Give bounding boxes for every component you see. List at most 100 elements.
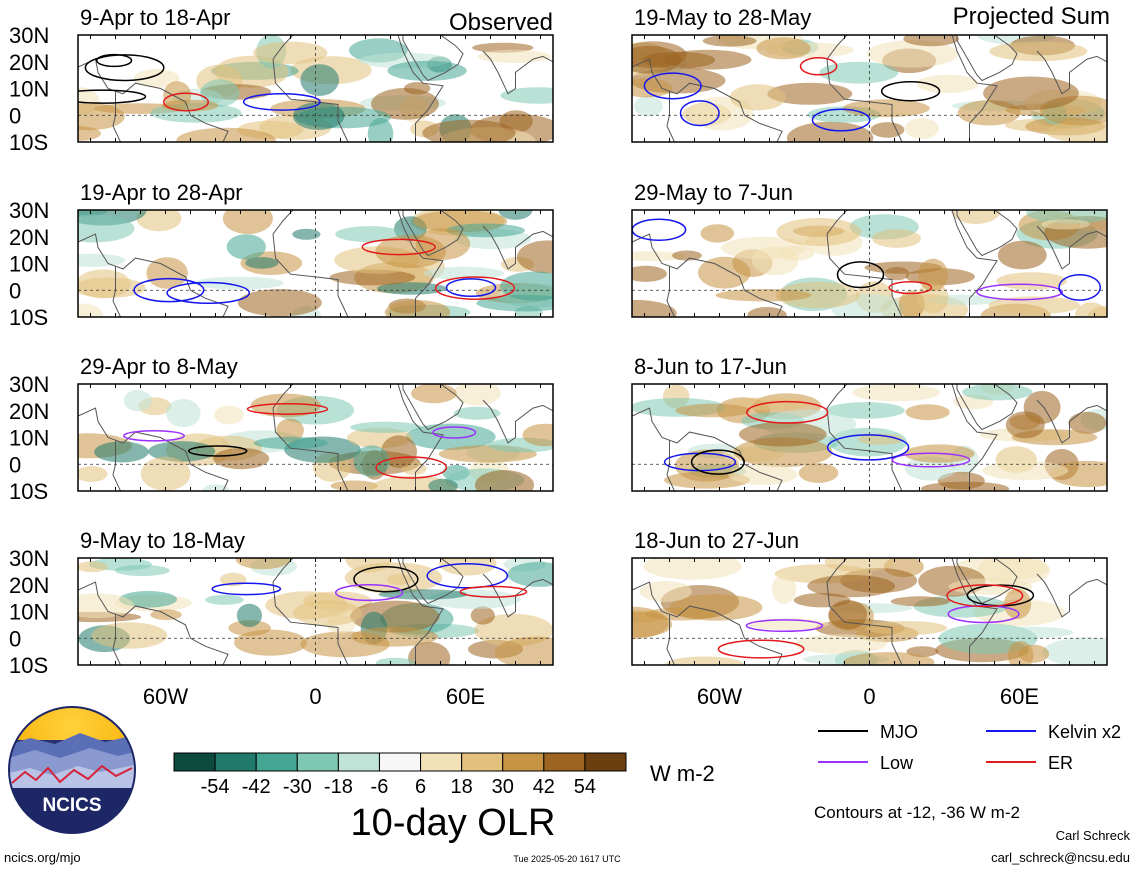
olr-anomaly-patch [982,460,1069,481]
latitude-tick-label: 10N [9,252,49,277]
olr-anomaly-patch [843,652,935,665]
wave-contour [123,429,185,442]
olr-anomaly-patch [702,35,757,47]
olr-anomaly-patch [632,45,681,74]
legend-label: ER [1048,753,1073,773]
legend-label: Low [880,753,914,773]
colorbar-tick-label: -42 [242,776,271,798]
longitude-tick-label: 60E [446,684,485,709]
coastline [1036,384,1107,444]
olr-anomaly-patch [728,464,798,485]
olr-anomaly-patch [826,402,905,419]
colorbar: -54 -42 -30 -18 -6 6 18 30 42 54 [173,752,627,798]
wave-contour [361,238,436,256]
colorbar-units: W m-2 [650,761,715,786]
footer-timestamp: Tue 2025-05-20 1617 UTC [513,854,621,864]
olr-anomaly-patch [498,210,533,220]
coastline [666,82,783,142]
panel-period-label: 9-Apr to 18-Apr [80,5,230,30]
map-panel: 19-Apr to 28-Apr [77,180,554,318]
olr-anomaly-patch [996,272,1067,290]
coastline [1036,558,1107,618]
panel-period-label: 8-Jun to 17-Jun [634,354,787,379]
olr-anomaly-patch [250,393,321,418]
olr-anomaly-patch [771,574,797,604]
wave-contour [690,449,745,475]
colorbar-swatch [173,752,216,772]
olr-anomaly-patch [767,82,853,105]
olr-anomaly-patch [411,384,457,404]
wave-contour [375,456,448,479]
coastline [112,82,229,142]
olr-anomaly-patch [453,384,501,406]
olr-anomaly-patch [798,463,839,483]
coastline [956,210,1018,257]
longitude-tick-label: 60E [1000,684,1039,709]
olr-anomaly-patch [794,634,887,654]
olr-anomaly-patch [235,558,290,570]
colorbar-tick-label: 6 [415,776,426,798]
coastline [632,384,670,441]
observed-header: Observed [449,9,553,36]
olr-anomaly-patch [669,594,763,621]
wave-contour [133,277,205,303]
olr-anomaly-patch [857,433,904,445]
olr-anomaly-patch [165,399,201,428]
olr-anomaly-patch [408,641,451,665]
coastline [482,384,553,444]
wave-contour [679,100,720,127]
olr-anomaly-patch [378,589,468,600]
olr-anomaly-patch [905,404,950,421]
olr-anomaly-patch [675,403,751,418]
coastline [666,605,783,665]
olr-anomaly-patch [234,629,307,656]
colorbar-swatch [420,752,463,772]
footer-author: Carl Schreck [1056,828,1131,843]
latitude-tick-label: 0 [9,278,21,303]
map-panel: 9-Apr to 18-Apr [77,5,554,143]
latitude-tick-label: 30N [9,372,49,397]
wave-contour [888,280,933,295]
colorbar-swatch [337,752,380,772]
wave-contour [811,108,871,132]
olr-anomaly-patch [989,41,1088,62]
olr-anomaly-patch [213,448,270,470]
olr-anomaly-patch [522,423,553,447]
olr-anomaly-patch [516,240,553,274]
wave-contour [242,92,321,111]
longitude-tick-label: 60W [697,684,742,709]
colorbar-tick-label: 42 [533,776,555,798]
olr-anomaly-patch [371,88,439,120]
olr-anomaly-patch [1018,644,1050,663]
panel-period-label: 29-Apr to 8-May [80,354,238,379]
latitude-tick-label: 0 [9,103,21,128]
olr-anomaly-patch [747,307,787,317]
olr-anomaly-patch [672,250,702,261]
olr-anomaly-patch [353,445,390,477]
wave-contour [459,585,528,598]
map-panel: 8-Jun to 17-Jun [631,354,1108,492]
coastline [402,558,464,605]
olr-anomaly-patch [500,271,553,301]
olr-anomaly-patch [94,441,149,463]
olr-anomaly-patch [387,574,412,585]
olr-anomaly-patch [470,606,495,625]
olr-anomaly-patch [253,41,328,65]
olr-anomaly-patch [474,470,535,491]
coastline [402,210,464,257]
colorbar-swatch [584,752,627,772]
footer-email: carl_schreck@ncsu.edu [991,850,1130,865]
olr-anomaly-patch [222,210,273,235]
coastline [666,431,783,491]
colorbar-swatch [502,752,545,772]
olr-anomaly-patch [140,456,191,491]
coastline [482,210,553,270]
olr-anomaly-patch [494,636,553,665]
map-panel: 19-May to 28-May [631,5,1108,143]
colorbar-swatch [378,752,422,772]
olr-anomaly-patch [872,229,921,248]
olr-anomaly-patch [146,257,188,289]
olr-anomaly-patch [864,621,948,635]
olr-anomaly-patch [665,656,744,665]
